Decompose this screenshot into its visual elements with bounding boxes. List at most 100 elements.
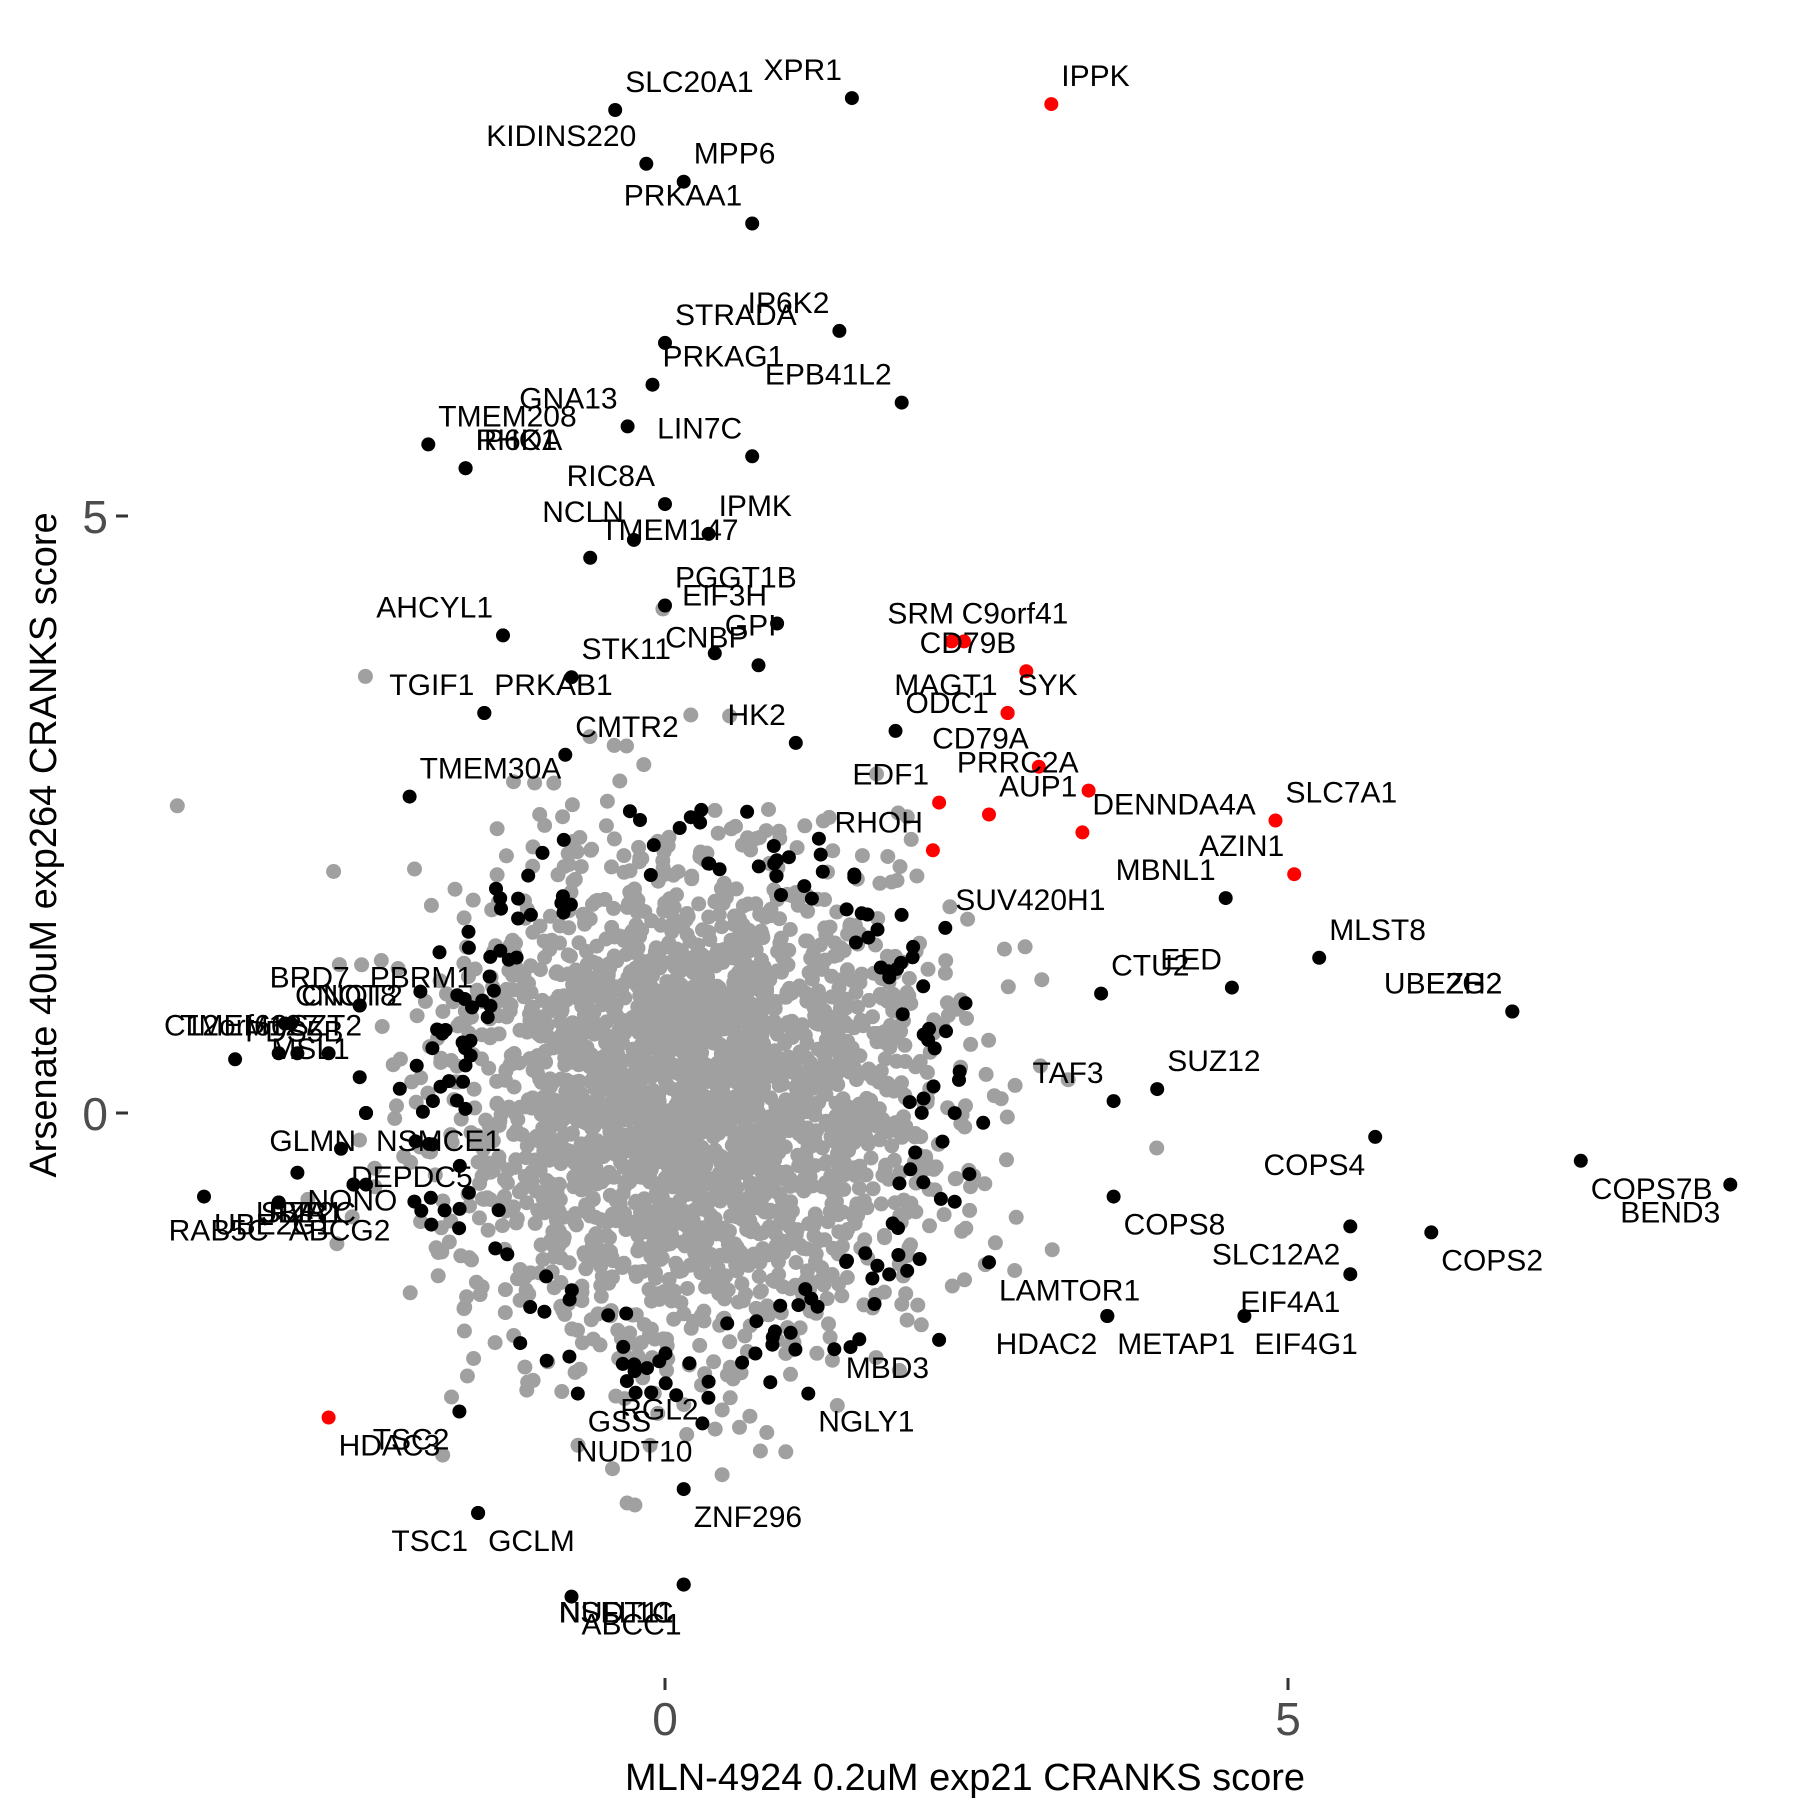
background-point <box>344 1209 360 1225</box>
background-point <box>642 1437 658 1453</box>
gene-label-hk2: HK2 <box>727 699 785 732</box>
gene-label-ube2c: UBE2C <box>256 1197 356 1230</box>
background-point <box>628 1268 644 1284</box>
background-point <box>565 977 581 992</box>
gene-label-bend3: BEND3 <box>1620 1197 1720 1230</box>
background-point <box>519 1170 535 1186</box>
background-point <box>901 971 917 986</box>
background-point <box>459 1289 475 1305</box>
background-point <box>556 859 572 875</box>
hit-point <box>489 881 503 896</box>
background-point <box>561 920 577 936</box>
background-point <box>727 1236 743 1252</box>
background-point <box>572 830 588 845</box>
background-point <box>607 979 623 995</box>
background-point <box>779 984 795 1000</box>
gene-label-eed: EED <box>1160 944 1222 977</box>
background-point <box>836 943 852 959</box>
background-point <box>759 1425 775 1440</box>
gene-label-mbd3: MBD3 <box>846 1352 929 1385</box>
hit-point <box>633 813 647 827</box>
background-point <box>606 737 622 753</box>
background-point <box>937 965 953 981</box>
background-point <box>860 1136 876 1152</box>
background-point <box>856 1297 872 1313</box>
gene-point-edf1 <box>932 795 947 810</box>
gene-label-tmem127: TMEM127 <box>180 1009 318 1042</box>
background-point <box>774 949 790 965</box>
background-point <box>697 1169 712 1185</box>
background-point <box>499 1009 515 1025</box>
hit-point <box>646 838 661 853</box>
hit-point <box>616 1339 631 1354</box>
gene-point-eif4a1 <box>1343 1267 1358 1282</box>
hit-point <box>870 922 885 937</box>
background-point <box>830 1156 846 1171</box>
hit-point <box>392 1081 407 1096</box>
hit-point <box>615 1356 630 1371</box>
gene-point-prrc2a <box>1081 783 1096 798</box>
background-point <box>535 1252 551 1267</box>
background-point <box>872 875 888 891</box>
background-point <box>744 1130 760 1146</box>
hit-point <box>840 1253 854 1268</box>
background-point <box>775 1279 791 1295</box>
background-point <box>761 999 777 1015</box>
gene-label-ip6k1: IP6K1 <box>476 424 558 457</box>
background-point <box>707 802 723 818</box>
hit-point <box>935 1134 950 1149</box>
gene-point-ngly1 <box>801 1386 816 1401</box>
background-point <box>884 1138 900 1154</box>
gene-point-azin1 <box>1287 867 1302 882</box>
hit-point <box>839 902 854 917</box>
hit-point <box>432 945 447 960</box>
hit-point <box>627 1364 642 1379</box>
hit-point <box>523 1300 538 1314</box>
hit-point <box>916 979 931 994</box>
gene-label-siva1: SIVA1 <box>261 1197 344 1230</box>
background-point <box>753 923 769 939</box>
background-point <box>852 1158 868 1174</box>
background-point <box>669 887 684 903</box>
background-point <box>850 999 866 1015</box>
background-point <box>783 1366 798 1382</box>
background-point <box>435 1447 451 1463</box>
gene-label-pggt1b: PGGT1B <box>675 562 797 595</box>
background-point <box>475 1142 491 1157</box>
hit-point <box>902 1095 917 1110</box>
background-point <box>839 962 855 978</box>
background-point <box>392 1051 408 1067</box>
hit-point <box>903 1162 918 1177</box>
gene-label-rhoh: RHOH <box>835 806 923 839</box>
background-point <box>1032 1058 1048 1074</box>
background-point <box>618 1222 634 1238</box>
y-tick-label-0: 0 <box>82 1088 108 1140</box>
background-point <box>542 1193 558 1209</box>
background-point <box>1008 1209 1024 1225</box>
background-point <box>559 1086 575 1102</box>
gene-label-tgif1: TGIF1 <box>389 669 474 702</box>
gene-label-odc1: ODC1 <box>906 687 989 720</box>
background-point <box>553 1071 569 1087</box>
background-point <box>1007 1077 1023 1093</box>
background-point <box>407 861 422 877</box>
hit-point <box>701 856 716 871</box>
gene-label-tmem208: TMEM208 <box>438 400 576 433</box>
background-point <box>704 1278 720 1294</box>
background-point <box>920 961 936 977</box>
hit-point <box>493 943 508 958</box>
background-point <box>543 1233 559 1248</box>
hit-point <box>539 1269 554 1284</box>
gene-label-dennda4a: DENNDA4A <box>1092 788 1255 821</box>
background-point <box>748 1053 764 1069</box>
gene-label-ip6k2: IP6K2 <box>748 287 830 320</box>
gene-label-strada: STRADA <box>675 299 797 332</box>
gene-point-mbnl1 <box>1218 891 1233 906</box>
background-point <box>798 1049 814 1065</box>
background-point <box>841 1132 856 1148</box>
background-point <box>700 1098 716 1114</box>
background-point <box>557 1057 573 1073</box>
gene-label-brd7: BRD7 <box>270 962 350 995</box>
background-point <box>654 1250 670 1266</box>
highlighted-points-layer <box>197 91 1738 1604</box>
